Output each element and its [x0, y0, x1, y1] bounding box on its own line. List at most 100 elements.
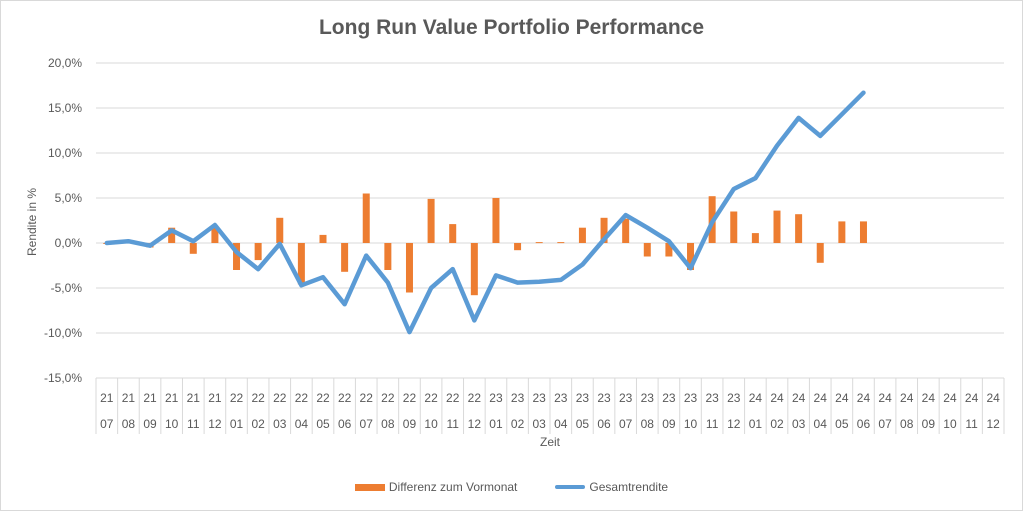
- x-tick-label-month: 10: [684, 417, 698, 431]
- x-tick-label-year: 24: [814, 391, 828, 405]
- x-tick-label-year: 24: [878, 391, 892, 405]
- x-tick-label-month: 07: [100, 417, 114, 431]
- bar: [514, 243, 522, 251]
- x-tick-label-month: 04: [554, 417, 568, 431]
- x-tick-label-year: 21: [143, 391, 157, 405]
- x-tick-label-year: 23: [641, 391, 655, 405]
- x-tick-label-month: 10: [943, 417, 957, 431]
- x-tick-label-year: 21: [208, 391, 222, 405]
- gridlines: [96, 62, 1004, 379]
- bar: [449, 224, 457, 243]
- bar: [838, 221, 846, 243]
- x-tick-label-month: 06: [857, 417, 871, 431]
- x-tick-label-year: 23: [554, 391, 568, 405]
- x-tick-label-year: 22: [468, 391, 482, 405]
- x-tick-label-month: 09: [922, 417, 936, 431]
- y-tick-label: 10,0%: [48, 146, 82, 160]
- x-tick-label-year: 22: [381, 391, 395, 405]
- x-tick-label-year: 23: [533, 391, 547, 405]
- x-tick-label-year: 22: [360, 391, 374, 405]
- x-tick-label-year: 22: [316, 391, 330, 405]
- bar: [643, 243, 651, 257]
- x-tick-label-year: 24: [922, 391, 936, 405]
- bar: [730, 211, 738, 243]
- bar: [687, 243, 695, 270]
- x-tick-label-month: 05: [576, 417, 590, 431]
- line-series: [104, 90, 866, 335]
- x-tick-label-year: 24: [943, 391, 957, 405]
- bar: [665, 243, 673, 257]
- bar: [751, 233, 759, 243]
- bar-series: [103, 193, 867, 296]
- x-tick-label-month: 03: [533, 417, 547, 431]
- x-tick-label-year: 23: [619, 391, 633, 405]
- x-tick-label-month: 02: [770, 417, 784, 431]
- bar: [622, 218, 630, 243]
- x-tick-label-month: 08: [122, 417, 136, 431]
- x-tick-label-year: 21: [165, 391, 179, 405]
- x-tick-label-year: 22: [446, 391, 460, 405]
- bar: [276, 217, 284, 243]
- x-tick-label-month: 04: [295, 417, 309, 431]
- x-tick-label-year: 22: [424, 391, 438, 405]
- chart-title: Long Run Value Portfolio Performance: [318, 16, 705, 39]
- x-tick-label-month: 07: [619, 417, 633, 431]
- x-tick-label-year: 23: [597, 391, 611, 405]
- bar: [859, 221, 867, 243]
- x-tick-label-month: 07: [360, 417, 374, 431]
- x-tick-label-month: 11: [187, 417, 200, 431]
- legend-label-differenz: Differenz zum Vormonat: [388, 480, 518, 494]
- y-tick-label: -10,0%: [44, 326, 82, 340]
- x-tick-label-year: 23: [489, 391, 503, 405]
- y-tick-label: 5,0%: [55, 191, 83, 205]
- bar: [254, 243, 262, 261]
- bar: [384, 243, 392, 270]
- x-tick-label-month: 04: [814, 417, 828, 431]
- x-tick-label-month: 05: [835, 417, 849, 431]
- x-tick-label-year: 22: [251, 391, 265, 405]
- x-tick-label-month: 11: [706, 417, 719, 431]
- x-tick-label-year: 24: [965, 391, 979, 405]
- x-axis-label: Zeit: [540, 435, 561, 449]
- legend: Differenz zum Vormonat Gesamtrendite: [0, 480, 1023, 494]
- x-tick-label-month: 12: [468, 417, 482, 431]
- bar: [189, 243, 197, 254]
- x-tick-label-month: 08: [381, 417, 395, 431]
- x-tick-label-year: 23: [705, 391, 719, 405]
- x-tick-label-month: 09: [662, 417, 676, 431]
- x-tick-label-month: 08: [900, 417, 914, 431]
- bar: [492, 198, 500, 243]
- bar: [168, 227, 176, 243]
- x-tick-label-year: 24: [792, 391, 806, 405]
- x-tick-label-year: 24: [987, 391, 1001, 405]
- x-tick-label-month: 12: [987, 417, 1001, 431]
- x-tick-label-month: 07: [878, 417, 892, 431]
- legend-line-swatch: [555, 485, 586, 489]
- bar: [319, 234, 327, 243]
- bar: [773, 210, 781, 243]
- bar: [211, 226, 219, 243]
- y-tick-label: 20,0%: [48, 56, 82, 70]
- line-path: [104, 90, 866, 335]
- x-tick-label-month: 01: [489, 417, 503, 431]
- x-tick-label-year: 24: [749, 391, 763, 405]
- x-tick-label-month: 10: [424, 417, 438, 431]
- legend-bar-swatch: [354, 483, 385, 491]
- x-tick-label-month: 02: [251, 417, 265, 431]
- x-tick-label-month: 06: [338, 417, 352, 431]
- x-tick-label-year: 23: [511, 391, 525, 405]
- x-tick-label-year: 23: [662, 391, 676, 405]
- bar: [405, 243, 413, 293]
- x-tick-label-month: 01: [749, 417, 763, 431]
- x-tick-label-year: 24: [770, 391, 784, 405]
- x-tick-label-month: 08: [641, 417, 655, 431]
- x-tick-label-month: 12: [208, 417, 222, 431]
- bar: [233, 243, 241, 270]
- x-tick-label-month: 01: [230, 417, 244, 431]
- x-tick-label-month: 02: [511, 417, 525, 431]
- x-tick-label-month: 11: [965, 417, 978, 431]
- x-tick-label-year: 22: [273, 391, 287, 405]
- x-tick-label-year: 22: [338, 391, 352, 405]
- bar: [362, 193, 370, 243]
